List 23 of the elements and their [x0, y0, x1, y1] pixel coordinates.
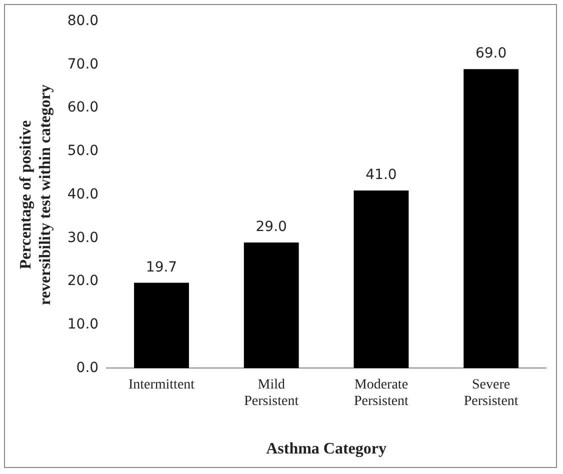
bar — [244, 242, 299, 368]
y-tick-label: 80.0 — [67, 13, 99, 30]
data-label: 19.7 — [146, 259, 178, 276]
y-tick-label: 70.0 — [67, 56, 99, 72]
y-tick-label: 40.0 — [67, 186, 99, 202]
y-tick-label: 50.0 — [67, 143, 99, 160]
y-tick-label: 30.0 — [67, 230, 99, 246]
data-label: 29.0 — [256, 219, 287, 236]
x-tick-label: Mild Persistent — [244, 377, 299, 410]
bar — [134, 282, 189, 368]
data-label: 41.0 — [366, 167, 397, 184]
x-tick-label: Intermittent — [128, 377, 195, 392]
y-tick-label: 10.0 — [67, 316, 99, 332]
bar — [464, 69, 519, 368]
y-axis-title: Percentage of positive reversibility test within category — [18, 84, 54, 306]
y-tick-label: 60.0 — [67, 100, 99, 116]
data-label: 69.0 — [475, 46, 507, 62]
x-tick-label: Moderate Persistent — [354, 377, 409, 410]
x-tick-label: Severe Persistent — [464, 377, 518, 410]
y-tick-label: 0.0 — [76, 360, 99, 376]
bar — [354, 190, 409, 368]
y-tick-label: 20.0 — [67, 273, 99, 290]
x-axis-title: Asthma Category — [266, 440, 386, 458]
